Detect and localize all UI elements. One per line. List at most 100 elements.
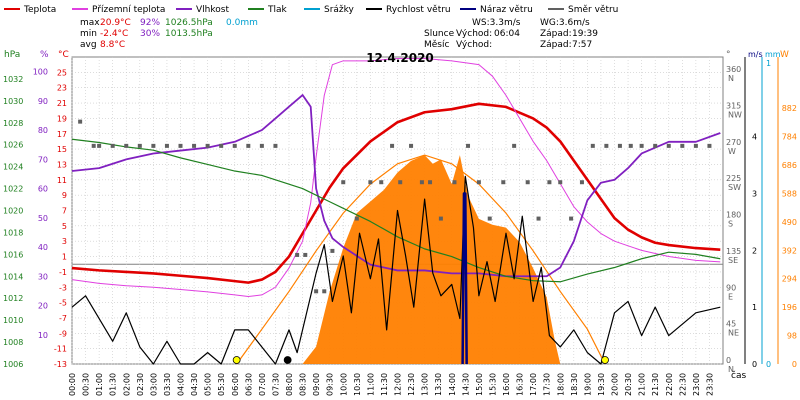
humidity-tick-label: 10 (38, 331, 48, 340)
x-tick-label: 21:00 (638, 373, 647, 396)
x-tick-label: 06:30 (244, 373, 253, 396)
wind-dir-point (666, 143, 671, 148)
pressure-tick-label: 1008 (3, 338, 23, 347)
rain-tick-label: 1 (766, 59, 771, 68)
pressure-tick-label: 1026 (3, 141, 23, 150)
moonset-marker (283, 356, 292, 364)
x-tick-label: 04:30 (190, 373, 199, 396)
wind-speed-tick-label: 3 (752, 189, 757, 198)
wind-dir-point (192, 143, 197, 148)
wind-dir-point (680, 143, 685, 148)
wind-dir-point (579, 180, 584, 185)
moonset-label: Západ: (540, 40, 572, 50)
wind-speed-tick-label: 0 (752, 360, 757, 369)
stats-max-label: max (80, 18, 100, 28)
wind-dir-point (398, 180, 403, 185)
temperature-tick-label: 15 (57, 145, 67, 154)
x-tick-label: 22:00 (665, 373, 674, 396)
wind-dir-point (617, 143, 622, 148)
temperature-tick-label: -5 (59, 299, 67, 308)
wind-dir-point (354, 216, 359, 221)
x-tick-label: 13:00 (421, 373, 430, 396)
wind-dir-name-label: W (728, 147, 736, 156)
wind-dir-point (259, 143, 264, 148)
temperature-tick-label: 11 (57, 176, 67, 185)
stats-min-label: min (80, 29, 97, 39)
wind-dir-point (569, 216, 574, 221)
sunrise-label: Východ: (456, 29, 492, 39)
wind-dir-point (314, 289, 319, 294)
temperature-tick-label: -3 (59, 283, 67, 292)
wind-dir-point (525, 180, 530, 185)
wind-dir-point (295, 252, 300, 257)
wind-dir-name-label: S (728, 220, 733, 229)
x-tick-label: 02:30 (136, 373, 145, 396)
x-tick-label: 17:00 (529, 373, 538, 396)
wind-dir-point (466, 143, 471, 148)
wind-dir-point (547, 180, 552, 185)
wind-dir-point (419, 180, 424, 185)
wind-dir-point (205, 143, 210, 148)
wind-dir-point (653, 143, 658, 148)
stats-max-rain: 0.0mm (226, 18, 258, 28)
x-tick-label: 18:30 (570, 373, 579, 396)
temperature-tick-label: -11 (54, 345, 67, 354)
pressure-tick-label: 1030 (3, 97, 23, 106)
x-tick-label: 05:00 (204, 373, 213, 396)
wind-dir-point (97, 143, 102, 148)
x-tick-label: 16:00 (502, 373, 511, 396)
wind-dir-tick-label: 45 (726, 320, 736, 329)
wind-dir-point (303, 252, 308, 257)
sunset-value: 19:39 (572, 29, 598, 39)
wind-dir-point (487, 216, 492, 221)
solar-axis-title: W (780, 50, 789, 60)
wind-dir-name-label: N (728, 74, 734, 83)
axes-layer: -13-11-9-7-5-3-1135791113151719212325100… (3, 57, 797, 396)
x-tick-label: 09:30 (326, 373, 335, 396)
x-tick-label: 05:30 (217, 373, 226, 396)
wind-dir-point (379, 180, 384, 185)
solar-tick-label: 0 (792, 360, 797, 369)
humidity-tick-label: 20 (38, 302, 48, 311)
slunce-label: Slunce (424, 29, 455, 39)
humidity-tick-label: 40 (38, 243, 48, 252)
stats-min-temp: -2.4°C (100, 29, 128, 39)
x-tick-label: 04:00 (177, 373, 186, 396)
stats-max-press: 1026.5hPa (165, 18, 213, 28)
temperature-tick-label: 23 (57, 84, 67, 93)
wind-dir-point (558, 180, 563, 185)
x-tick-label: 06:00 (231, 373, 240, 396)
wind-dir-name-label: N (728, 365, 734, 374)
wind-dir-point (246, 143, 251, 148)
pressure-tick-label: 1014 (3, 272, 23, 281)
wind-dir-point (476, 180, 481, 185)
x-axis-title: čas (731, 370, 746, 381)
wind-dir-name-label: SE (728, 256, 738, 265)
wind-dir-tick-label: 90 (726, 283, 736, 292)
x-tick-label: 22:30 (678, 373, 687, 396)
temperature-tick-label: 13 (57, 160, 67, 169)
series-line-5 (461, 192, 468, 365)
x-tick-label: 08:30 (299, 373, 308, 396)
wind-dir-point (707, 143, 712, 148)
solar-tick-label: 490 (782, 218, 797, 227)
pressure-tick-label: 1028 (3, 119, 23, 128)
sunset-marker (601, 356, 609, 364)
wind-dir-name-label: E (728, 292, 733, 301)
wind-dir-point (368, 180, 373, 185)
pressure-tick-label: 1012 (3, 294, 23, 303)
wind-dir-name-label: NW (728, 111, 742, 120)
x-tick-label: 11:00 (366, 373, 375, 396)
solar-tick-label: 882 (782, 104, 797, 113)
x-tick-label: 14:30 (461, 373, 470, 396)
wind-dir-tick-label: 225 (726, 174, 741, 183)
solar-tick-label: 392 (782, 246, 797, 255)
wind-dir-point (590, 143, 595, 148)
wind-dir-point (390, 143, 395, 148)
ws-value: WS:3.3m/s (472, 18, 521, 28)
wind-dir-point (536, 216, 541, 221)
pressure-tick-label: 1032 (3, 75, 23, 84)
wind-dir-point (501, 180, 506, 185)
